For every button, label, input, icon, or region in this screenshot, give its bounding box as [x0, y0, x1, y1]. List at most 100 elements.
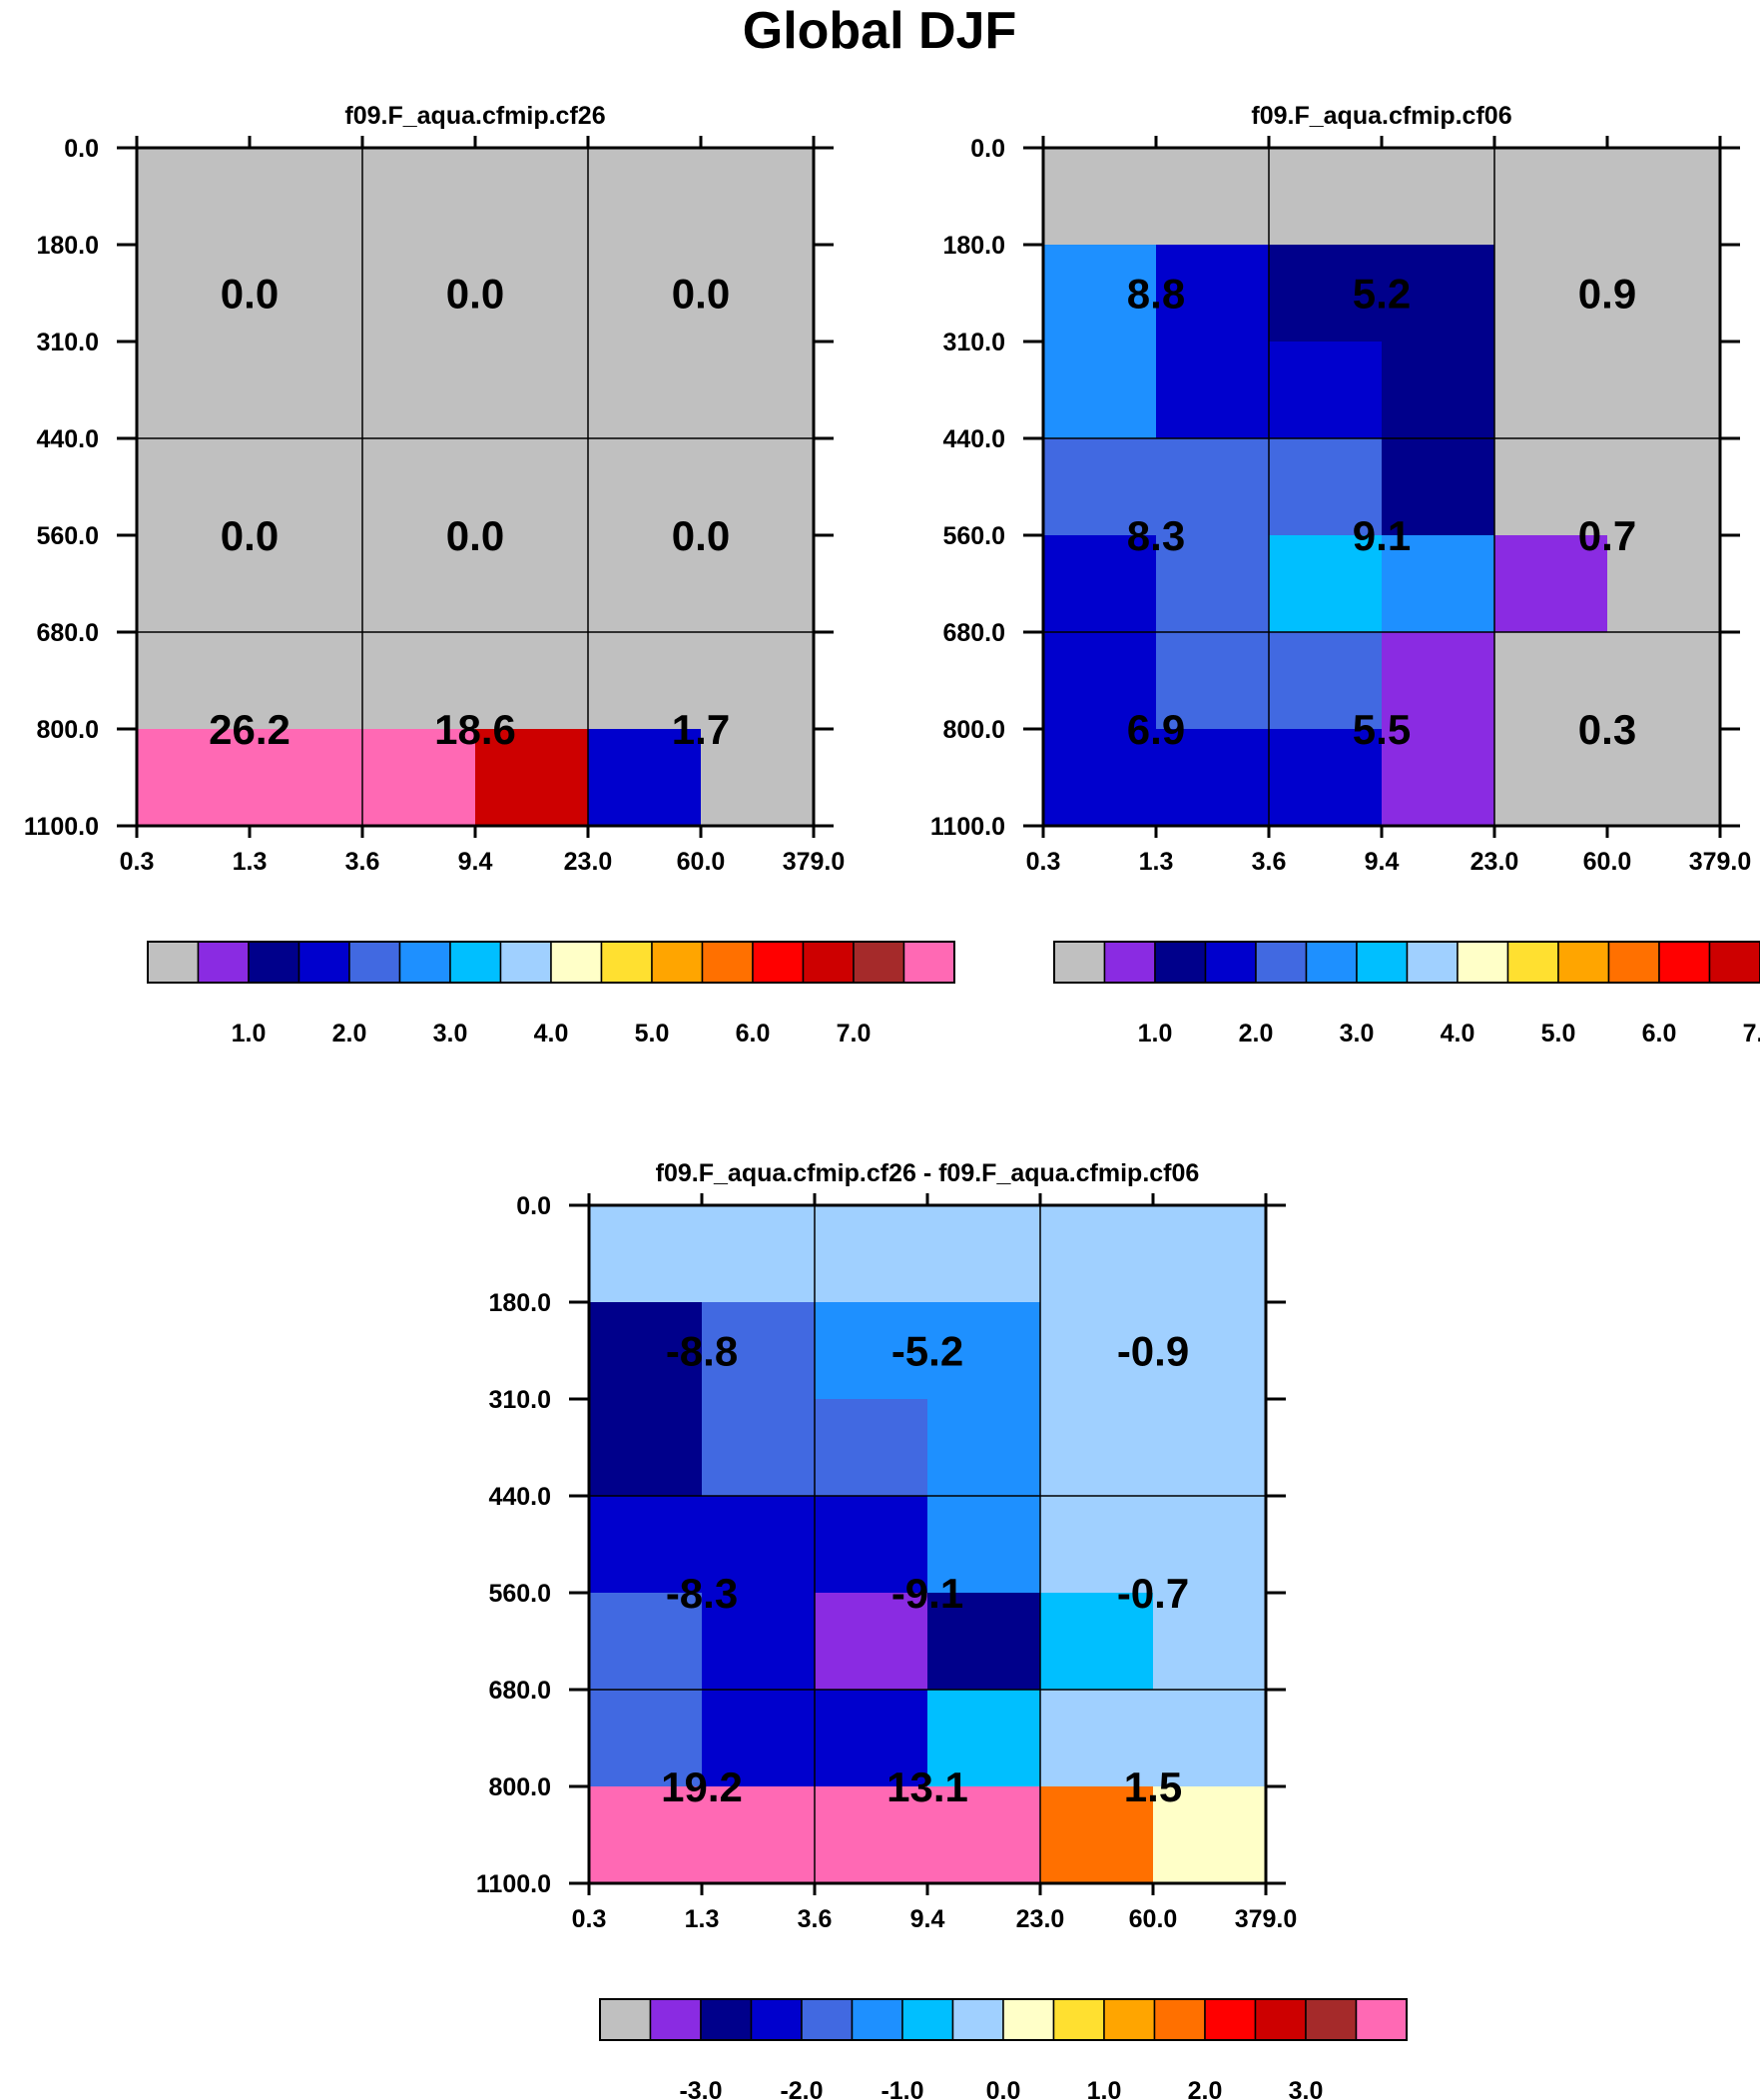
heatmap-cell: [1040, 1399, 1154, 1497]
colorbar-swatch: [147, 941, 200, 984]
x-tick-label: 379.0: [1689, 848, 1752, 876]
heatmap-cell: [250, 632, 363, 730]
colorbar-swatch: [1305, 1998, 1358, 2041]
heatmap-cell: [1269, 535, 1383, 633]
heatmap-cell: [137, 342, 251, 439]
x-tick-label: 3.6: [798, 1905, 833, 1933]
heatmap-cell: [1607, 245, 1721, 343]
x-tick-label: 1.3: [1139, 848, 1174, 876]
heatmap-cell: [927, 1593, 1041, 1691]
heatmap-cell: [1156, 148, 1270, 246]
heatmap-cell: [475, 245, 589, 343]
heatmap-cell: [1043, 632, 1157, 730]
colorbar-swatch: [801, 1998, 854, 2041]
heatmap-cell: [1494, 535, 1608, 633]
heatmap-cell: [1040, 1690, 1154, 1787]
y-tick-label: 800.0: [942, 716, 1005, 744]
x-tick-label: 379.0: [1235, 1905, 1298, 1933]
y-tick-label: 310.0: [488, 1386, 551, 1414]
heatmap-cell: [815, 1496, 928, 1594]
x-tick-label: 0.3: [572, 1905, 607, 1933]
heatmap-cell: [701, 438, 815, 536]
heatmap-cell: [1382, 245, 1495, 343]
heatmap-cell: [702, 1496, 816, 1594]
heatmap-cell: [1153, 1786, 1267, 1884]
heatmap-cell: [362, 632, 476, 730]
colorbar-swatch: [398, 941, 451, 984]
heatmap-cell: [1040, 1205, 1154, 1303]
colorbar-swatch: [197, 941, 250, 984]
colorbar-label: 2.0: [1239, 1020, 1274, 1048]
heatmap-cell: [1494, 438, 1608, 536]
x-tick-label: 0.3: [120, 848, 155, 876]
colorbar-swatch: [1658, 941, 1711, 984]
panels: f09.F_aqua.cfmip.cf26 0.3 1.3 3.6 9.4 23.0 60.…: [24, 102, 1760, 2100]
heatmap-cell: [815, 1593, 928, 1691]
colorbar-frame: [147, 941, 955, 984]
heatmap-cell: [701, 245, 815, 343]
heatmap-cell: [362, 148, 476, 246]
colorbar-label: -3.0: [679, 2077, 722, 2100]
colorbar-label: 4.0: [1441, 1020, 1475, 1048]
heatmap-cell: [1043, 148, 1157, 246]
heatmap-cell: [1607, 632, 1721, 730]
y-tick-label: 560.0: [942, 522, 1005, 550]
heatmap-cell: [927, 1496, 1041, 1594]
heatmap-cell: [475, 729, 589, 827]
heatmap-cell: [137, 245, 251, 343]
heatmap-cell: [589, 1399, 703, 1497]
colorbar-label: 5.0: [1541, 1020, 1576, 1048]
heatmap-cell: [1382, 535, 1495, 633]
x-tick-label: 1.3: [233, 848, 268, 876]
colorbar-label: 1.0: [1087, 2077, 1122, 2100]
colorbar-swatch: [550, 941, 603, 984]
colorbar-label: 2.0: [332, 1020, 367, 1048]
y-tick-label: 680.0: [488, 1677, 551, 1705]
heatmap-cell: [927, 1399, 1041, 1497]
heatmap-cell: [927, 1302, 1041, 1400]
colorbar-swatch: [901, 1998, 954, 2041]
box-value-label: -8.8: [666, 1328, 738, 1375]
colorbar-swatch: [1607, 941, 1660, 984]
heatmap-cell: [927, 1205, 1041, 1303]
y-tick-label: 800.0: [488, 1773, 551, 1801]
heatmap-cell: [588, 245, 702, 343]
x-tick-label: 3.6: [345, 848, 380, 876]
heatmap-cell: [1382, 729, 1495, 827]
colorbar-swatch: [951, 1998, 1004, 2041]
box-value-label: 8.8: [1127, 271, 1185, 318]
y-tick-label: 0.0: [516, 1192, 551, 1220]
heatmap-cell: [1043, 245, 1157, 343]
heatmap-cell: [702, 1205, 816, 1303]
colorbar-label: 1.0: [1138, 1020, 1173, 1048]
heatmap-cell: [588, 148, 702, 246]
colorbar-swatch: [248, 941, 300, 984]
heatmap-cell: [475, 438, 589, 536]
colorbar-swatch: [851, 1998, 903, 2041]
x-tick-label: 23.0: [1470, 848, 1519, 876]
heatmap-cell: [1156, 729, 1270, 827]
heatmap-cell: [1382, 148, 1495, 246]
colorbar-label: 6.0: [736, 1020, 771, 1048]
panel-2: f09.F_aqua.cfmip.cf06 0.3 1.3 3.6 9.4 23.0 60.…: [930, 102, 1760, 1048]
box-value-label: 0.0: [221, 271, 279, 318]
heatmap-cell: [1156, 342, 1270, 439]
heatmap-cell: [701, 148, 815, 246]
heatmap-cell: [815, 1690, 928, 1787]
heatmap-cell: [475, 148, 589, 246]
x-tick-label: 379.0: [783, 848, 846, 876]
heatmap-cell: [1607, 729, 1721, 827]
heatmap-cell: [1156, 438, 1270, 536]
heatmap-cell: [1043, 438, 1157, 536]
heatmap-cell: [362, 342, 476, 439]
colorbar: 1.0 2.0 3.0 4.0 5.0 6.0 7.0: [1053, 941, 1760, 1048]
box-value-label: 0.0: [221, 512, 279, 559]
figure-title: Global DJF: [743, 2, 1016, 60]
x-tick-label: 60.0: [677, 848, 726, 876]
box-value-label: 0.3: [1578, 706, 1636, 753]
colorbar-swatch: [1154, 941, 1207, 984]
colorbar: 1.0 2.0 3.0 4.0 5.0 6.0 7.0: [147, 941, 955, 1048]
colorbar-swatch: [600, 941, 653, 984]
heatmap-cell: [1494, 148, 1608, 246]
colorbar-swatch: [1103, 941, 1156, 984]
